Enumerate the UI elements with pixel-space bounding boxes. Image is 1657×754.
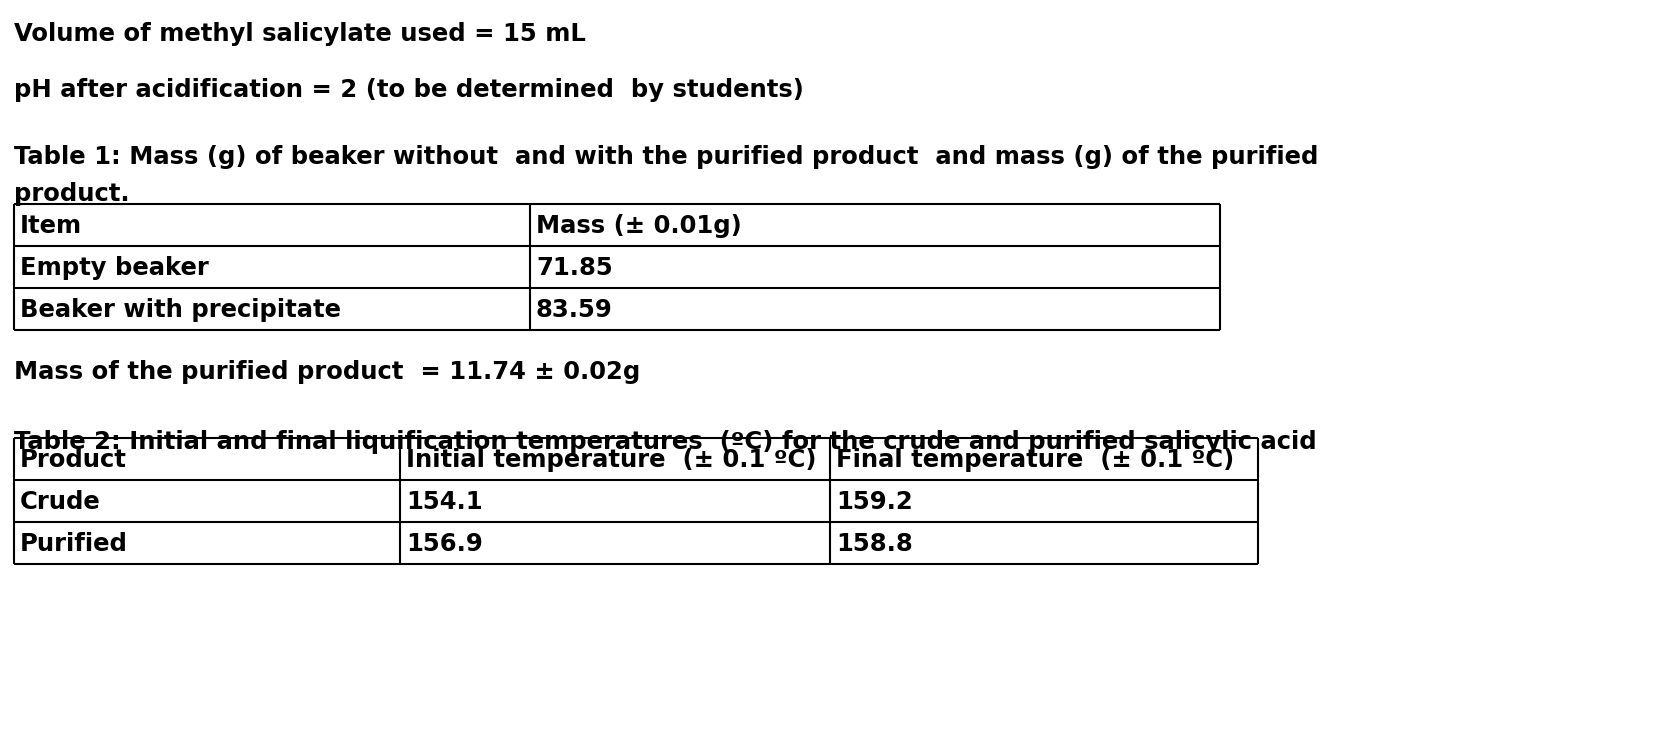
Text: Product: Product xyxy=(20,448,128,472)
Text: Mass of the purified product  = 11.74 ± 0.02g: Mass of the purified product = 11.74 ± 0… xyxy=(13,360,640,384)
Text: pH after acidification = 2 (to be determined  by students): pH after acidification = 2 (to be determ… xyxy=(13,78,804,102)
Text: 156.9: 156.9 xyxy=(406,532,482,556)
Text: Crude: Crude xyxy=(20,490,101,514)
Text: 158.8: 158.8 xyxy=(835,532,913,556)
Text: Mass (± 0.01g): Mass (± 0.01g) xyxy=(535,214,741,238)
Text: Table 2: Initial and final liquification temperatures  (ºC) for the crude and pu: Table 2: Initial and final liquification… xyxy=(13,430,1316,454)
Text: Item: Item xyxy=(20,214,83,238)
Text: product.: product. xyxy=(13,182,129,206)
Text: 159.2: 159.2 xyxy=(835,490,913,514)
Text: Empty beaker: Empty beaker xyxy=(20,256,209,280)
Text: Final temperature  (± 0.1 ºC): Final temperature (± 0.1 ºC) xyxy=(835,448,1233,472)
Text: Purified: Purified xyxy=(20,532,128,556)
Text: Table 1: Mass (g) of beaker without  and with the purified product  and mass (g): Table 1: Mass (g) of beaker without and … xyxy=(13,145,1317,169)
Text: Beaker with precipitate: Beaker with precipitate xyxy=(20,298,341,322)
Text: Volume of methyl salicylate used = 15 mL: Volume of methyl salicylate used = 15 mL xyxy=(13,22,585,46)
Text: 83.59: 83.59 xyxy=(535,298,613,322)
Text: 71.85: 71.85 xyxy=(535,256,613,280)
Text: Initial temperature  (± 0.1 ºC): Initial temperature (± 0.1 ºC) xyxy=(406,448,815,472)
Text: 154.1: 154.1 xyxy=(406,490,482,514)
